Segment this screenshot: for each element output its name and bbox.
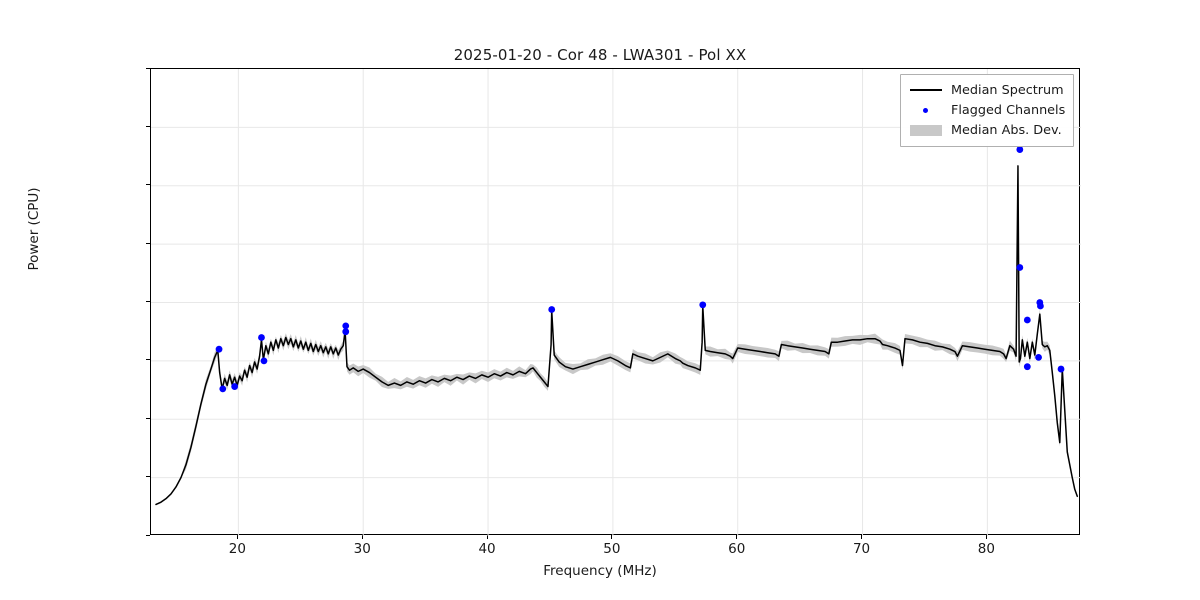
x-tick-label: 80 [977,541,995,557]
y-tick-mark [146,417,150,419]
y-tick-mark [146,301,150,303]
flagged-channel-dot [260,357,268,365]
flagged-channel-dot [215,345,223,353]
x-tick-mark [486,535,488,539]
flagged-channel-dot [1035,353,1042,361]
median-spectrum-line [155,165,1079,506]
flagged-channel-dot [1023,363,1031,371]
x-tick-label: 20 [228,541,246,557]
x-tick-mark [736,535,738,539]
y-tick-mark [146,184,150,186]
y-tick-mark [146,359,150,361]
legend-label: Flagged Channels [951,102,1066,118]
x-tick-label: 70 [852,541,871,557]
x-tick-mark [861,535,863,539]
legend-label: Median Spectrum [951,82,1064,98]
x-tick-mark [361,535,363,539]
y-tick-mark [146,125,150,127]
y-tick-mark [146,67,150,69]
flagged-channel-dot [1037,302,1044,310]
flagged-channel-dot [342,322,350,330]
y-axis-label: Power (CPU) [26,187,42,271]
x-tick-mark [985,535,987,539]
spectrum-plot [151,69,1081,536]
dot-swatch-icon [908,101,944,119]
flagged-channel-dot [1023,316,1031,324]
legend-label: Median Abs. Dev. [951,122,1062,138]
y-tick-mark [146,476,150,478]
flagged-channel-dot [342,328,350,336]
flagged-channel-dot [1057,365,1065,373]
flagged-channel-dot [1016,264,1024,271]
flagged-channel-markers [215,146,1065,393]
legend-item-flagged-channels: Flagged Channels [908,100,1066,120]
y-tick-mark [146,534,150,536]
band-swatch-icon [908,121,944,139]
page-title: 2025-01-20 - Cor 48 - LWA301 - Pol XX [453,46,747,64]
flagged-channel-dot [548,306,556,313]
flagged-channel-dot [219,385,227,393]
flagged-channel-dot [699,301,707,309]
x-tick-label: 50 [603,541,621,557]
x-tick-label: 60 [728,541,746,557]
x-axis-label: Frequency (MHz) [543,563,657,579]
line-swatch-icon [908,81,944,99]
x-tick-label: 30 [353,541,371,557]
y-tick-mark [146,242,150,244]
x-tick-label: 40 [478,541,496,557]
x-tick-mark [611,535,613,539]
legend-item-median-abs-dev: Median Abs. Dev. [908,120,1066,140]
x-tick-mark [236,535,238,539]
flagged-channel-dot [231,383,239,390]
legend-item-median-spectrum: Median Spectrum [908,80,1066,100]
legend: Median Spectrum Flagged Channels Median … [900,74,1074,147]
flagged-channel-dot [1016,146,1024,153]
flagged-channel-dot [258,334,265,341]
mad-band [155,165,1078,506]
gridlines [151,69,1081,536]
